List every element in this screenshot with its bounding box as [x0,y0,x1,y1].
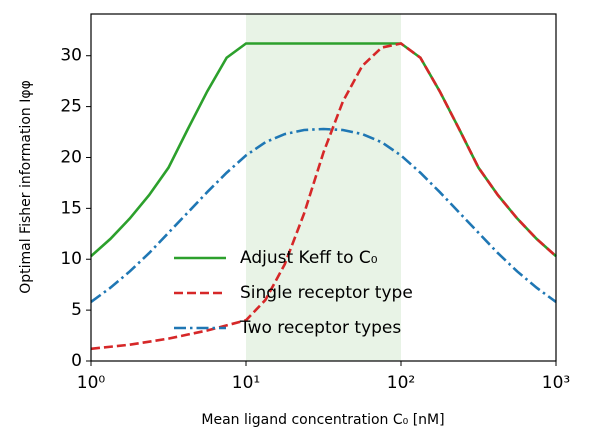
x-tick-label: 10² [387,373,415,393]
y-tick-label: 0 [71,351,82,371]
plot-frame [90,13,557,362]
x-tick-label: 10⁰ [77,373,106,393]
legend-label: Single receptor type [240,283,413,303]
y-tick-label: 5 [71,300,82,320]
legend-label: Adjust Keff to C₀ [240,248,378,268]
y-tick-label: 10 [60,249,82,269]
x-tick-label: 10³ [542,373,570,393]
y-tick-label: 30 [60,46,82,66]
y-tick-label: 25 [60,97,82,117]
y-axis-label: Optimal Fisher information Iφφ [18,80,34,294]
series-line [90,127,557,304]
y-tick-label: 20 [60,147,82,167]
series-line [90,42,557,258]
shaded-region [246,14,401,361]
series-line [90,42,557,351]
y-tick-label: 15 [60,198,82,218]
x-axis-label: Mean ligand concentration C₀ [nM] [201,412,444,428]
legend-label: Two receptor types [239,318,401,338]
x-tick-label: 10¹ [232,373,260,393]
legend: Adjust Keff to C₀ Single receptor type Two… [174,248,413,338]
